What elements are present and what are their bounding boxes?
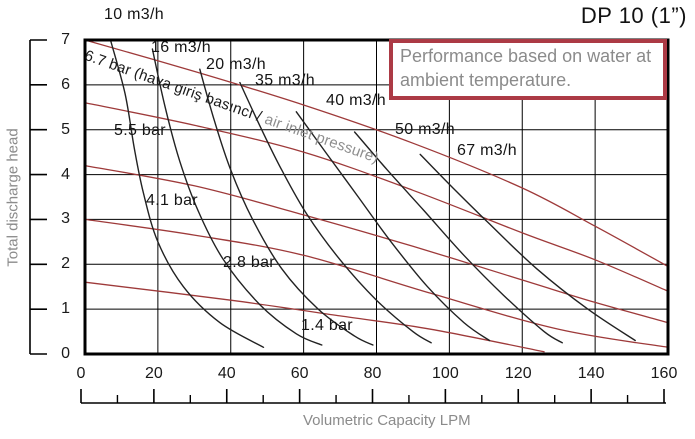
x-tick-label: 60 [290,365,309,382]
y-tick-label: 5 [61,120,70,138]
curve-20-m3-h [199,68,374,346]
x-tick-label: 160 [650,365,678,382]
curve-1-4-bar [84,281,545,353]
x-tick-label: 100 [432,365,459,382]
curve-4-1-bar [84,164,669,324]
x-tick-label: 20 [144,365,163,382]
curve-2-8-bar [84,218,669,348]
curve-label-40m3h: 40 m3/h [326,92,386,109]
curve-16-m3-h [151,48,323,346]
y-tick-label: 3 [61,210,70,228]
plot-border [83,38,670,356]
curve-label-35m3h: 35 m3/h [255,72,315,89]
x-tick-label: 140 [577,365,605,382]
curve-label-1-4bar: 1.4 bar [301,317,353,334]
y-tick-label: 6 [61,75,70,93]
curve-label-2-8bar: 2.8 bar [223,254,275,271]
y-tick-label: 0 [61,345,70,362]
note-box: Performance based on water at ambient te… [389,39,667,100]
x-tick-label: 80 [363,365,382,382]
curve-label-67m3h: 67 m3/h [457,142,517,159]
x-tick-label: 120 [504,365,532,382]
y-tick-label: 1 [61,300,70,318]
note-text: Performance based on water at ambient te… [400,46,652,90]
y-axis-title: Total discharge head [4,128,22,267]
curve-label-4-1bar: 4.1 bar [146,192,198,209]
curve-label-5-5bar: 5.5 bar [114,122,166,139]
page-title: DP 10 (1”) [580,3,687,28]
curve-40-m3-h [295,111,491,342]
y-tick-label: 7 [61,31,70,48]
curve-6-7-bar [84,39,669,268]
curve-67-m3-h [419,153,636,342]
curve-label-16m3h: 16 m3/h [151,39,211,56]
y-tick-label: 2 [61,255,70,273]
curve-label-10m3h: 10 m3/h [104,6,164,23]
x-tick-label: 40 [217,365,236,382]
x-tick-label: 0 [76,365,86,382]
curve-label-20m3h: 20 m3/h [206,56,266,73]
curve-10-m3-h [109,39,265,348]
curve-label-50m3h: 50 m3/h [395,121,455,138]
x-axis-title: Volumetric Capacity LPM [303,412,471,429]
curve-50-m3-h [353,131,563,344]
curve-35-m3-h [239,81,432,344]
y-tick-label: 4 [61,165,70,183]
